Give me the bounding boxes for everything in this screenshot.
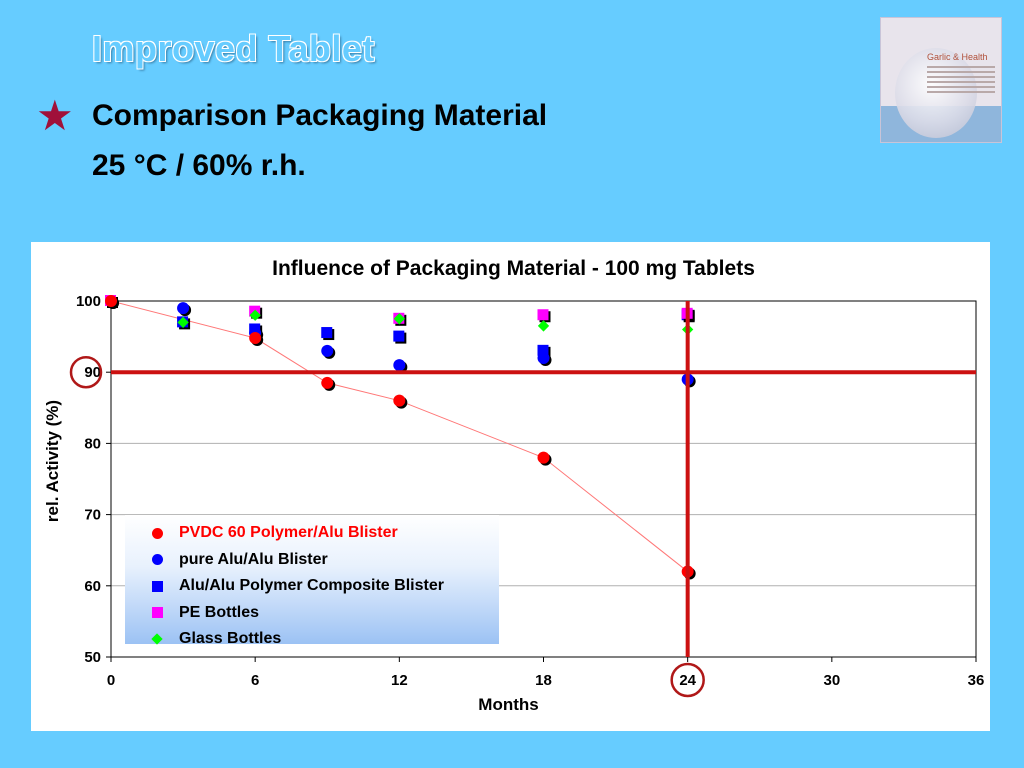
star-icon: ★ xyxy=(36,91,74,140)
y-tick-label: 90 xyxy=(84,364,101,381)
legend-item: Glass Bottles xyxy=(149,629,281,649)
slide-title: Improved Tablet xyxy=(92,28,375,69)
y-axis-label: rel. Activity (%) xyxy=(43,400,62,522)
data-point xyxy=(393,359,406,372)
x-axis-label: Months xyxy=(478,695,538,714)
x-tick-label: 24 xyxy=(679,672,696,689)
legend-label: Alu/Alu Polymer Composite Blister xyxy=(179,577,444,594)
slide-subheading: 25 °C / 60% r.h. xyxy=(92,149,306,182)
legend-label: Glass Bottles xyxy=(179,630,282,647)
data-point xyxy=(393,394,406,407)
y-tick-label: 70 xyxy=(84,507,101,524)
data-point xyxy=(393,313,405,325)
legend-item: Alu/Alu Polymer Composite Blister xyxy=(149,576,444,596)
legend-item: PVDC 60 Polymer/Alu Blister xyxy=(149,523,398,543)
legend-marker xyxy=(149,633,165,645)
x-tick-label: 18 xyxy=(535,672,552,689)
data-point xyxy=(321,344,334,357)
chart-legend: PVDC 60 Polymer/Alu Blister pure Alu/Alu … xyxy=(125,515,499,647)
chart-panel: Influence of Packaging Material - 100 mg… xyxy=(31,242,990,731)
data-point xyxy=(393,330,405,342)
data-point xyxy=(105,295,117,307)
garlic-health-logo: Garlic & Health xyxy=(880,17,1002,143)
x-tick-label: 30 xyxy=(823,672,840,689)
y-tick-label: 60 xyxy=(84,578,101,595)
y-tick-label: 80 xyxy=(84,435,101,452)
legend-label: PVDC 60 Polymer/Alu Blister xyxy=(179,524,398,541)
data-point xyxy=(537,309,549,321)
data-point xyxy=(177,316,189,329)
chart-svg: Influence of Packaging Material - 100 mg… xyxy=(43,257,985,714)
y-tick-label: 50 xyxy=(84,649,101,666)
legend-marker xyxy=(149,527,165,539)
data-point xyxy=(177,302,190,315)
data-point xyxy=(321,376,334,389)
logo-text-lines xyxy=(927,66,995,96)
slide-heading: Comparison Packaging Material xyxy=(92,99,548,132)
legend-marker xyxy=(149,554,165,565)
x-tick-label: 36 xyxy=(968,672,985,689)
chart-title: Influence of Packaging Material - 100 mg… xyxy=(272,257,755,280)
series-line xyxy=(110,300,688,572)
legend-marker xyxy=(149,580,165,592)
legend-label: pure Alu/Alu Blister xyxy=(179,550,328,568)
highlight-circle-x-tick xyxy=(670,662,705,698)
garlic-bulb-icon xyxy=(895,48,977,138)
data-point xyxy=(537,451,550,464)
legend-label: PE Bottles xyxy=(179,603,260,621)
legend-marker xyxy=(149,607,165,618)
data-point xyxy=(537,351,550,364)
highlight-circle-y-tick xyxy=(69,355,103,389)
x-tick-label: 0 xyxy=(107,672,115,689)
data-point xyxy=(321,327,333,339)
x-tick-label: 12 xyxy=(391,672,408,689)
data-point xyxy=(249,332,262,345)
y-tick-label: 100 xyxy=(76,293,101,310)
data-point xyxy=(537,320,550,332)
legend-item: pure Alu/Alu Blister xyxy=(149,550,328,570)
legend-item: PE Bottles xyxy=(149,603,259,623)
x-tick-label: 6 xyxy=(251,672,259,689)
data-point xyxy=(537,344,549,356)
logo-title: Garlic & Health xyxy=(927,52,988,62)
